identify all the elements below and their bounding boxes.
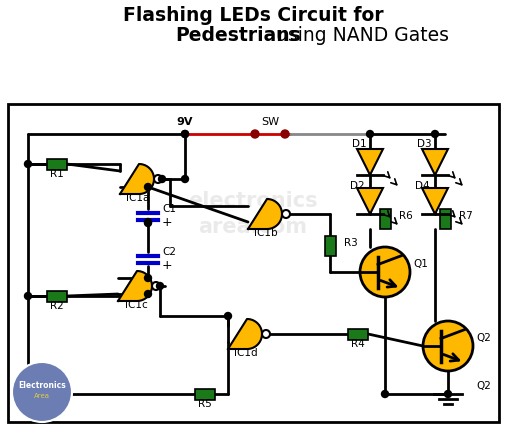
Circle shape (144, 220, 152, 227)
Text: D1: D1 (352, 139, 367, 149)
Circle shape (154, 175, 162, 183)
Text: 9V: 9V (177, 117, 193, 127)
Bar (8, 104, 499, 422)
Text: +: + (162, 259, 172, 272)
Circle shape (144, 274, 152, 282)
Circle shape (381, 391, 388, 398)
Text: R1: R1 (50, 169, 64, 179)
Text: D2: D2 (350, 181, 365, 191)
Polygon shape (422, 188, 448, 214)
Circle shape (152, 282, 160, 290)
Text: IC1b: IC1b (254, 228, 278, 238)
Circle shape (282, 210, 290, 218)
Text: R5: R5 (198, 399, 212, 409)
Circle shape (360, 247, 410, 297)
Text: Pedestrians: Pedestrians (175, 26, 301, 45)
Circle shape (182, 131, 189, 138)
FancyBboxPatch shape (348, 329, 368, 339)
Text: R4: R4 (351, 339, 365, 349)
Text: C1: C1 (162, 204, 176, 214)
Text: IC1a: IC1a (126, 193, 150, 203)
Polygon shape (120, 164, 154, 194)
Circle shape (144, 184, 152, 191)
Text: R6: R6 (399, 211, 413, 221)
Circle shape (367, 131, 374, 138)
Text: Q2: Q2 (476, 333, 491, 343)
Circle shape (431, 131, 439, 138)
Circle shape (24, 391, 31, 398)
Circle shape (251, 130, 259, 138)
Circle shape (182, 131, 189, 138)
Circle shape (423, 321, 473, 371)
FancyBboxPatch shape (440, 209, 451, 229)
Circle shape (281, 130, 289, 138)
Circle shape (144, 218, 152, 226)
Text: using NAND Gates: using NAND Gates (270, 26, 449, 45)
Text: Q2: Q2 (476, 381, 491, 391)
Polygon shape (228, 319, 262, 349)
Text: R7: R7 (459, 211, 473, 221)
Text: electronics
area.com: electronics area.com (188, 191, 318, 237)
Text: C2: C2 (162, 247, 176, 257)
Polygon shape (248, 199, 282, 229)
FancyBboxPatch shape (47, 290, 67, 302)
Polygon shape (422, 149, 448, 175)
Text: D3: D3 (417, 139, 431, 149)
Circle shape (182, 175, 189, 183)
Text: Electronics: Electronics (18, 381, 66, 391)
Circle shape (225, 312, 232, 319)
Text: SW: SW (261, 117, 279, 127)
FancyBboxPatch shape (195, 388, 215, 400)
Text: D4: D4 (415, 181, 429, 191)
Circle shape (24, 161, 31, 168)
FancyBboxPatch shape (324, 236, 336, 256)
Circle shape (159, 175, 165, 183)
Circle shape (157, 283, 163, 289)
Text: R3: R3 (344, 238, 358, 248)
Text: IC1c: IC1c (125, 300, 148, 310)
Polygon shape (357, 188, 383, 214)
Text: Area: Area (34, 393, 50, 399)
Polygon shape (118, 271, 152, 301)
Polygon shape (357, 149, 383, 175)
Text: IC1d: IC1d (234, 348, 258, 358)
FancyBboxPatch shape (380, 209, 390, 229)
Text: Flashing LEDs Circuit for: Flashing LEDs Circuit for (123, 6, 383, 25)
FancyBboxPatch shape (47, 158, 67, 170)
Circle shape (144, 290, 152, 297)
Circle shape (24, 293, 31, 299)
Text: Q1: Q1 (413, 259, 428, 269)
Circle shape (262, 330, 270, 338)
Circle shape (445, 391, 452, 398)
Circle shape (12, 362, 72, 422)
Text: +: + (162, 216, 172, 229)
Text: R2: R2 (50, 301, 64, 311)
